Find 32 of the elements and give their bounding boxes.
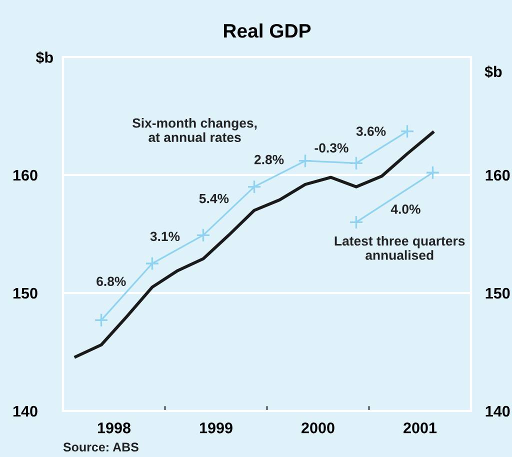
point (145, 256, 160, 271)
y2-tick-label: 150 (486, 288, 510, 299)
point (196, 228, 210, 242)
y2-tick-label: 160 (486, 170, 510, 181)
point (349, 215, 364, 230)
y-tick-label: 160 (13, 170, 38, 181)
point (94, 313, 108, 328)
annotation: 5.4% (199, 194, 229, 204)
annotation: Latest three quarters annualised (334, 236, 465, 260)
point (400, 124, 414, 138)
point (247, 180, 262, 194)
annotation: 2.8% (254, 154, 284, 164)
annotation: 6.8% (96, 276, 126, 286)
chart-title: Real GDP (224, 23, 311, 38)
x-tick-label: 2000 (302, 422, 334, 434)
x-tick-label: 2001 (404, 422, 437, 434)
y-axis-title: $b (36, 51, 53, 64)
source-note: Source: ABS (63, 442, 138, 452)
point (298, 154, 312, 168)
x-tick-label: 1998 (98, 422, 131, 434)
y2-axis-title: $b (484, 66, 502, 78)
annotation: 4.0% (390, 204, 420, 214)
y2-tick-label: 140 (486, 406, 510, 417)
annotation: -0.3% (314, 143, 348, 153)
x-tick-label: 1999 (200, 422, 232, 434)
y-tick-label: 150 (13, 288, 38, 299)
point (349, 156, 364, 170)
annotation: 3.6% (356, 126, 386, 136)
point (426, 166, 440, 180)
y-tick-label: 140 (13, 406, 38, 417)
annotation: 3.1% (150, 232, 180, 242)
annotation: Six-month changes, at annual rates (132, 118, 257, 142)
